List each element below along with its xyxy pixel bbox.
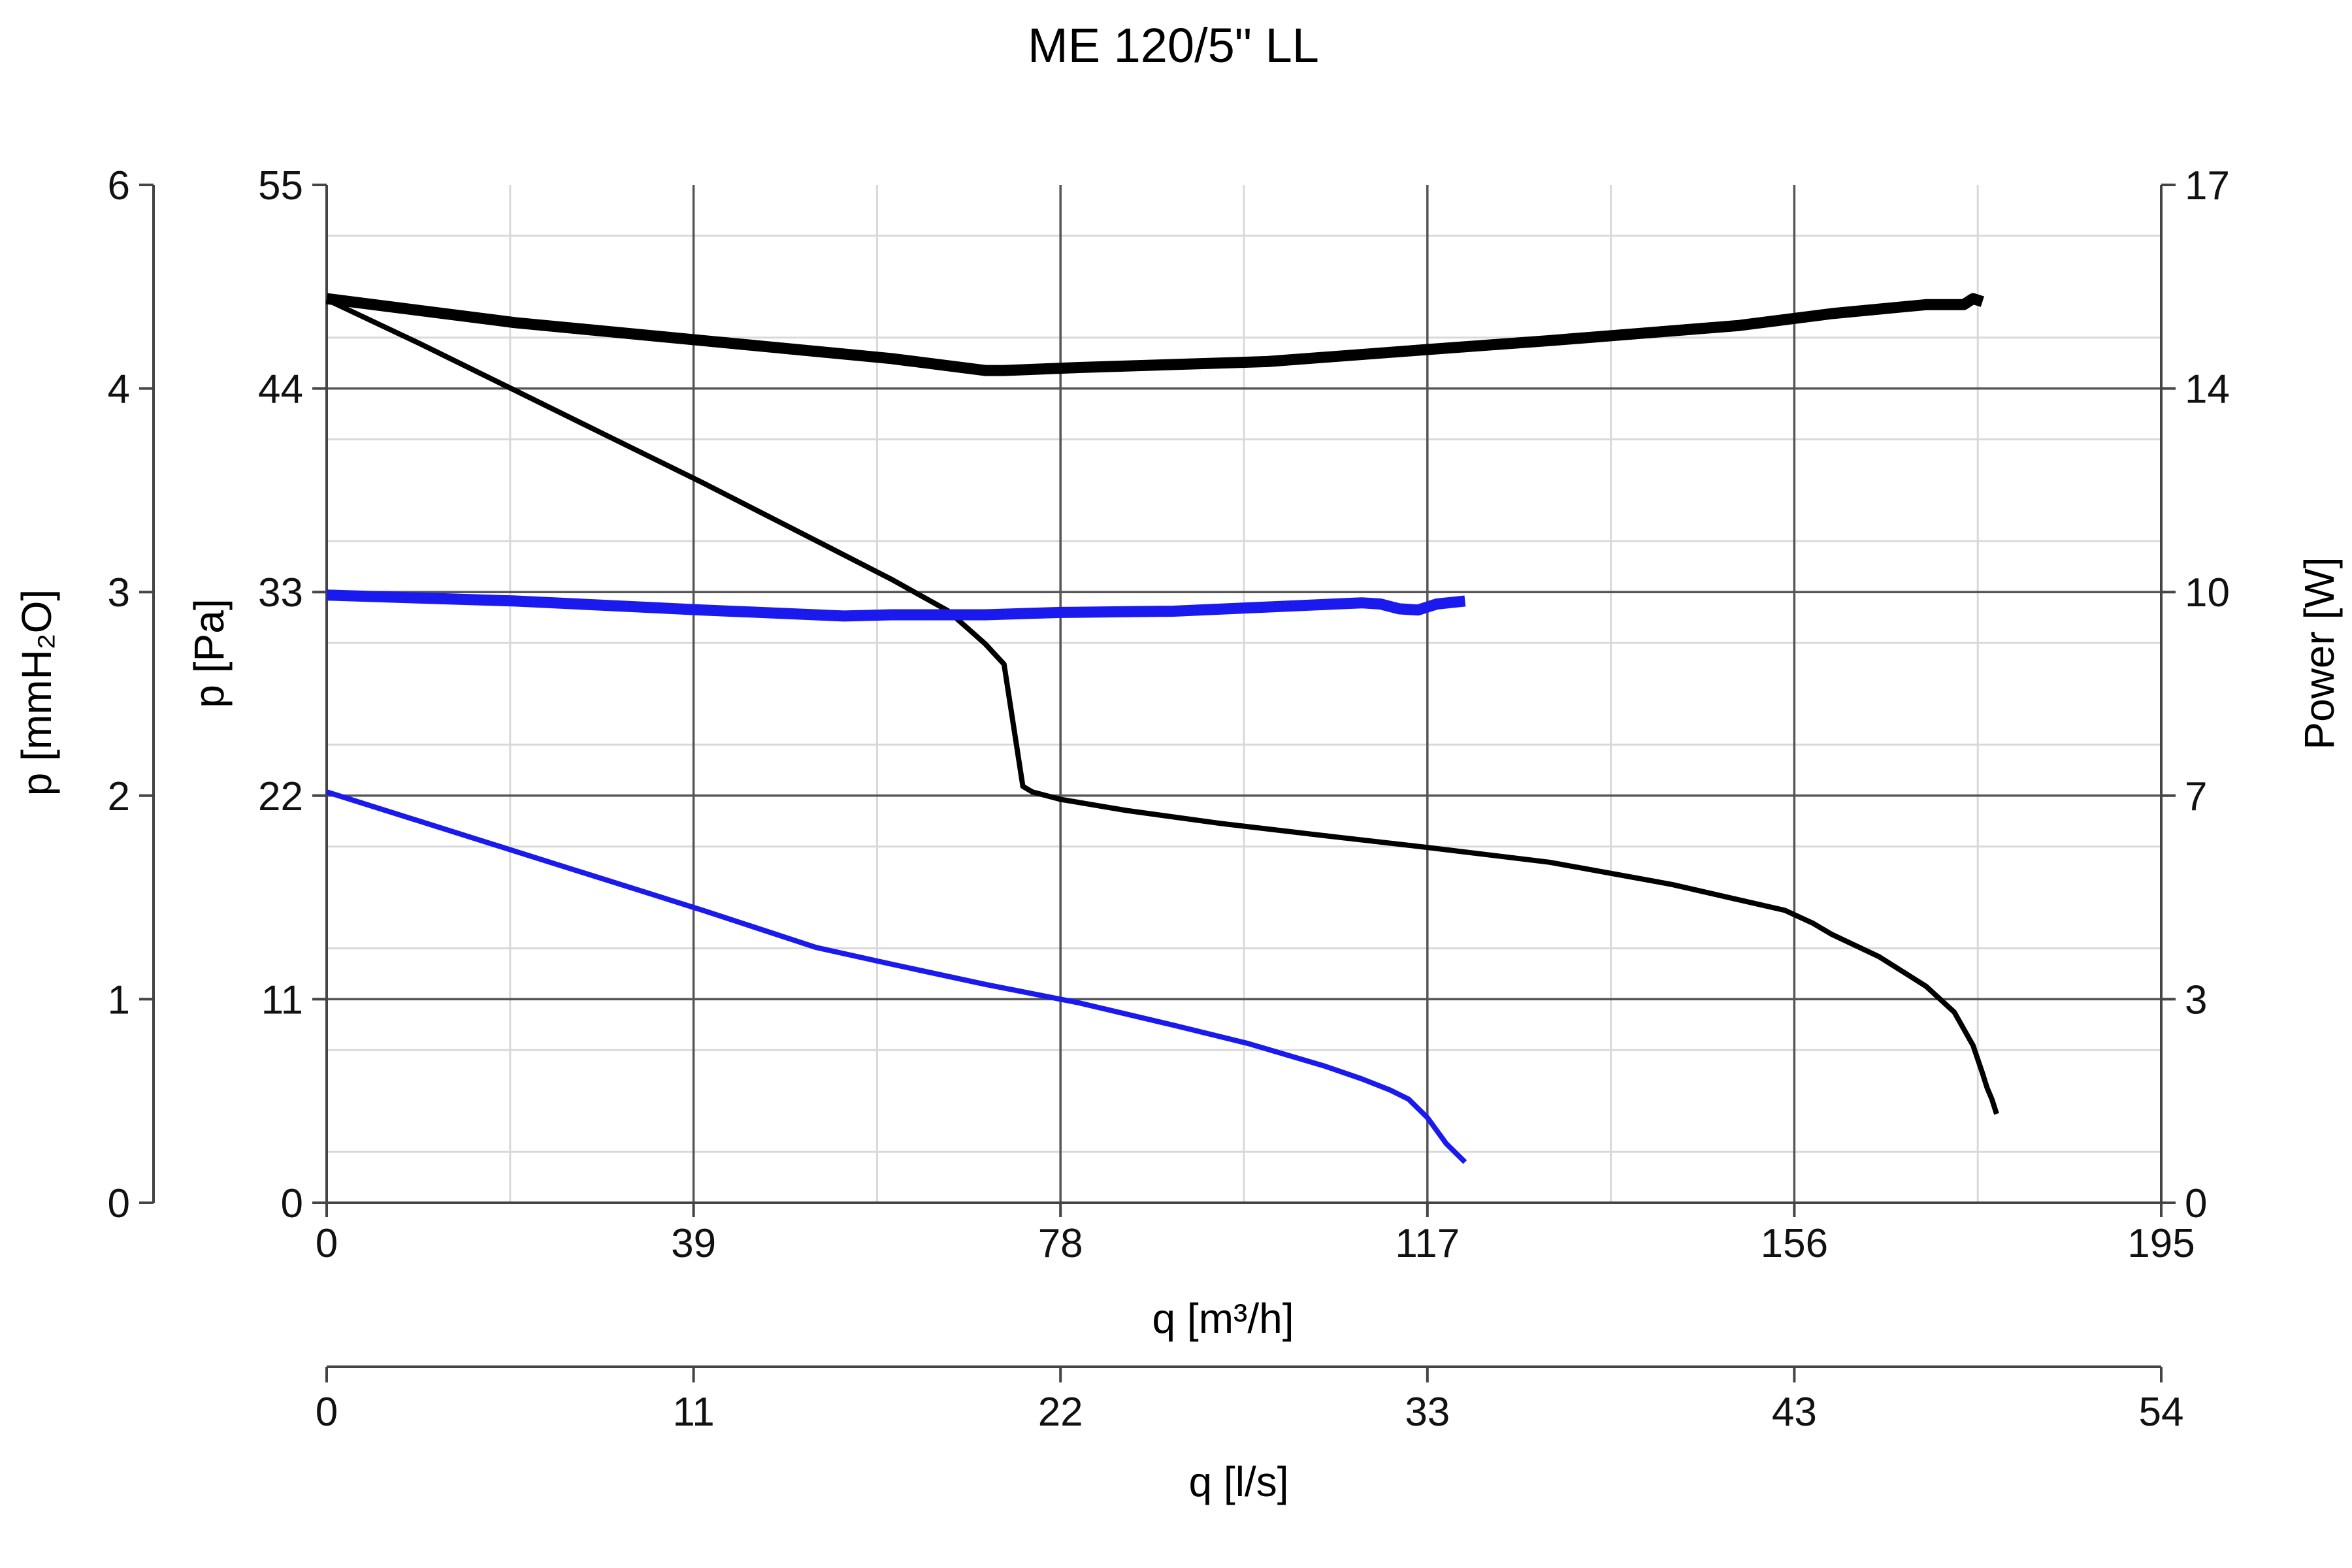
series-layer [325, 293, 1999, 1164]
x-tick-label-m3h: 117 [1395, 1221, 1460, 1266]
x-tick-label-m3h: 156 [1761, 1221, 1828, 1266]
y-axis-label-pa: p [Pa] [186, 598, 233, 708]
plot-frame [325, 185, 2163, 1204]
y-tick-label-power: 17 [2185, 163, 2230, 208]
x-axis-label-m3h: q [m³/h] [1152, 1295, 1294, 1342]
x-tick-label-ls: 33 [1405, 1390, 1450, 1435]
y-tick-label-pa: 11 [261, 977, 303, 1022]
y-axis-label-power: Power [W] [2296, 557, 2343, 749]
y-tick-label-mmh2o: 1 [108, 977, 130, 1022]
x-tick-label-m3h: 195 [2127, 1221, 2195, 1266]
y-tick-label-mmh2o: 4 [108, 367, 130, 412]
y-tick-label-power: 10 [2185, 570, 2230, 615]
x-tick-label-ls: 11 [672, 1390, 714, 1435]
x-tick-label-ls: 22 [1038, 1390, 1083, 1435]
y-tick-label-pa: 44 [258, 367, 303, 412]
x-tick-label-m3h: 0 [316, 1221, 338, 1266]
y-tick-label-mmh2o: 0 [108, 1181, 130, 1226]
x-tick-label-ls: 43 [1772, 1390, 1817, 1435]
y-tick-label-pa: 33 [258, 570, 303, 615]
pressure-curve-0 [325, 297, 1999, 1115]
y-axis-label-mmh2o: p [mmH₂O] [13, 589, 60, 796]
y-tick-label-pa: 55 [258, 163, 303, 208]
y-tick-label-power: 14 [2185, 367, 2230, 412]
major-grid [327, 185, 2161, 1203]
y-tick-label-power: 3 [2185, 977, 2207, 1022]
y-tick-label-pa: 22 [258, 774, 303, 819]
y-tick-label-mmh2o: 6 [108, 163, 130, 208]
x-axis-label-ls: q [l/s] [1189, 1458, 1289, 1505]
pressure-curve-2 [325, 789, 1467, 1164]
power-curve-1 [325, 293, 1984, 376]
x-tick-label-m3h: 39 [671, 1221, 716, 1266]
y-tick-label-mmh2o: 2 [108, 774, 130, 819]
x-tick-label-ls: 0 [316, 1390, 338, 1435]
power-curve-3 [326, 589, 1466, 622]
x-tick-label-m3h: 78 [1038, 1221, 1083, 1266]
y-tick-label-pa: 0 [281, 1181, 303, 1226]
y-tick-label-mmh2o: 3 [108, 570, 130, 615]
chart-title: ME 120/5" LL [1028, 18, 1319, 73]
x-tick-label-ls: 54 [2139, 1390, 2184, 1435]
y-tick-label-power: 0 [2185, 1181, 2207, 1226]
minor-grid [327, 185, 2161, 1203]
y-tick-label-power: 7 [2185, 774, 2207, 819]
